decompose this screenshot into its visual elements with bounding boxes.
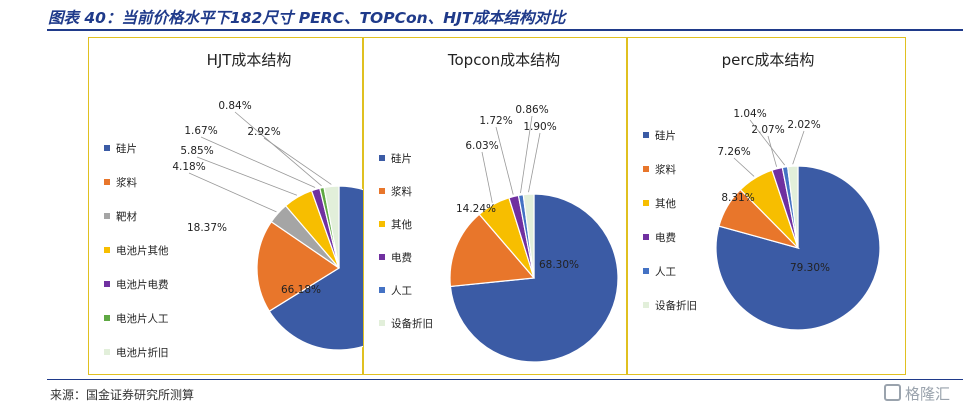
topcon-leader-5 — [528, 132, 541, 193]
topcon-legend-swatch-5 — [379, 320, 385, 326]
watermark-logo: 格隆汇 — [884, 383, 950, 404]
hjt-leader-3 — [196, 156, 298, 196]
topcon-legend-swatch-3 — [379, 254, 385, 260]
topcon-legend-label-5: 设备折旧 — [391, 317, 433, 330]
hjt-value-label-5: 0.84% — [218, 100, 251, 112]
perc-chart-title: perc成本结构 — [722, 51, 815, 69]
perc-value-label-2: 7.26% — [717, 146, 750, 158]
topcon-leader-2 — [481, 151, 493, 203]
hjt-value-label-3: 5.85% — [180, 145, 213, 157]
hjt-leader-5 — [234, 111, 322, 187]
hjt-chart-title: HJT成本结构 — [207, 51, 292, 69]
topcon-value-label-3: 1.72% — [479, 115, 512, 127]
perc-legend-label-4: 人工 — [655, 266, 676, 278]
topcon-legend-label-0: 硅片 — [391, 152, 412, 165]
hjt-legend-label-6: 电池片折旧 — [116, 346, 169, 359]
header-divider — [47, 29, 963, 31]
hjt-legend-swatch-2 — [104, 213, 110, 219]
topcon-legend-swatch-1 — [379, 188, 385, 194]
topcon-leader-3 — [495, 126, 514, 195]
topcon-legend-label-4: 人工 — [391, 285, 412, 297]
hjt-legend-swatch-1 — [104, 179, 110, 185]
perc-value-label-0: 79.30% — [790, 262, 830, 274]
hjt-legend-swatch-0 — [104, 145, 110, 151]
hjt-slice-0 — [268, 185, 364, 351]
topcon-legend-label-2: 其他 — [391, 218, 412, 231]
footer-divider — [47, 379, 963, 380]
perc-legend-label-1: 浆料 — [655, 163, 676, 176]
hjt-legend-swatch-3 — [104, 247, 110, 253]
topcon-value-label-4: 0.86% — [515, 104, 548, 116]
perc-legend-swatch-2 — [643, 200, 649, 206]
perc-legend-swatch-5 — [643, 302, 649, 308]
perc-slice-5 — [786, 165, 799, 249]
hjt-leader-2 — [188, 172, 277, 213]
source-note: 来源：国金证券研究所测算 — [50, 388, 195, 402]
perc-chart-panel: perc成本结构 79.30% 8.31% 7.26% 2.07% 1.04% 2.02% 硅… — [627, 37, 906, 375]
hjt-legend-swatch-5 — [104, 315, 110, 321]
hjt-leader-4 — [200, 136, 316, 188]
perc-legend-label-0: 硅片 — [655, 129, 676, 142]
topcon-legend-label-3: 电费 — [391, 251, 412, 264]
hjt-legend-label-3: 电池片其他 — [116, 244, 169, 257]
topcon-value-label-5: 1.90% — [523, 121, 556, 133]
hjt-legend-swatch-4 — [104, 281, 110, 287]
hjt-value-label-6: 2.92% — [247, 126, 280, 138]
perc-value-label-4: 1.04% — [733, 108, 766, 120]
hjt-slice-6 — [323, 185, 340, 269]
topcon-value-label-1: 14.24% — [456, 203, 496, 215]
hjt-legend-label-0: 硅片 — [116, 142, 137, 155]
hjt-value-label-0: 66.18% — [281, 284, 321, 296]
topcon-leader-4 — [520, 115, 533, 194]
perc-legend-swatch-0 — [643, 132, 649, 138]
perc-leader-3 — [767, 135, 777, 167]
hjt-chart-panel: HJT成本结构 66.18% 18.37% 4.18% 5.85% 1.67% 0.84% 2… — [88, 37, 364, 375]
hjt-slice-1 — [256, 220, 341, 313]
hjt-legend-label-5: 电池片人工 — [116, 312, 169, 325]
topcon-legend-swatch-2 — [379, 221, 385, 227]
hjt-legend-label-2: 靶材 — [116, 210, 137, 223]
topcon-slice-5 — [522, 193, 535, 279]
hjt-legend-label-1: 浆料 — [116, 176, 137, 189]
perc-legend-swatch-4 — [643, 268, 649, 274]
perc-value-label-1: 8.31% — [721, 192, 754, 204]
topcon-legend-label-1: 浆料 — [391, 185, 412, 198]
perc-leader-4 — [749, 119, 786, 166]
topcon-value-label-0: 68.30% — [539, 259, 579, 271]
perc-leader-5 — [792, 130, 805, 165]
topcon-legend-swatch-0 — [379, 155, 385, 161]
perc-value-label-5: 2.02% — [787, 119, 820, 131]
topcon-value-label-2: 6.03% — [465, 140, 498, 152]
topcon-pie-chart: Topcon成本结构 68.30% 14.24% 6.03% 1.72%0.86% 1.9… — [379, 51, 619, 363]
topcon-legend-swatch-4 — [379, 287, 385, 293]
topcon-chart-title: Topcon成本结构 — [447, 51, 560, 69]
hjt-value-label-2: 4.18% — [172, 161, 205, 173]
perc-value-label-3: 2.07% — [751, 124, 784, 136]
perc-pie-chart: perc成本结构 79.30% 8.31% 7.26%2.07% 1.04% 2.02% 硅… — [643, 51, 881, 331]
hjt-pie-chart: HJT成本结构 66.18% 18.37% 4.18% 5.85% 1.67% 0.84% 2… — [104, 51, 364, 359]
topcon-chart-panel: Topcon成本结构 68.30% 14.24% 6.03% 1.72% 0.86% 1.9… — [363, 37, 627, 375]
hjt-legend-swatch-6 — [104, 349, 110, 355]
perc-legend-swatch-3 — [643, 234, 649, 240]
perc-legend-swatch-1 — [643, 166, 649, 172]
hjt-value-label-4: 1.67% — [184, 125, 217, 137]
perc-legend-label-3: 电费 — [655, 231, 676, 244]
topcon-slice-1 — [449, 213, 536, 288]
watermark-text: 格隆汇 — [905, 385, 951, 403]
perc-leader-2 — [733, 157, 755, 177]
page-title: 图表 40：当前价格水平下182尺寸 PERC、TOPCon、HJT成本结构对比 — [48, 9, 566, 27]
perc-legend-label-2: 其他 — [655, 197, 676, 210]
hjt-legend-label-4: 电池片电费 — [116, 278, 169, 291]
hjt-leader-6 — [263, 137, 332, 185]
hjt-value-label-1: 18.37% — [187, 222, 227, 234]
perc-slice-0 — [715, 165, 881, 331]
perc-legend-label-5: 设备折旧 — [655, 299, 697, 312]
